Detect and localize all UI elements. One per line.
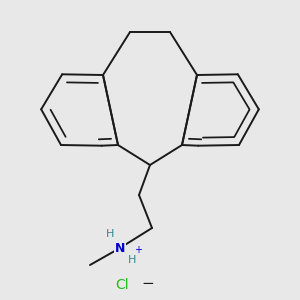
Text: +: + <box>134 245 142 255</box>
Text: H: H <box>128 255 136 265</box>
Text: H: H <box>106 229 114 239</box>
Text: Cl: Cl <box>115 278 129 292</box>
Text: N: N <box>115 242 125 254</box>
Text: −: − <box>142 275 154 290</box>
